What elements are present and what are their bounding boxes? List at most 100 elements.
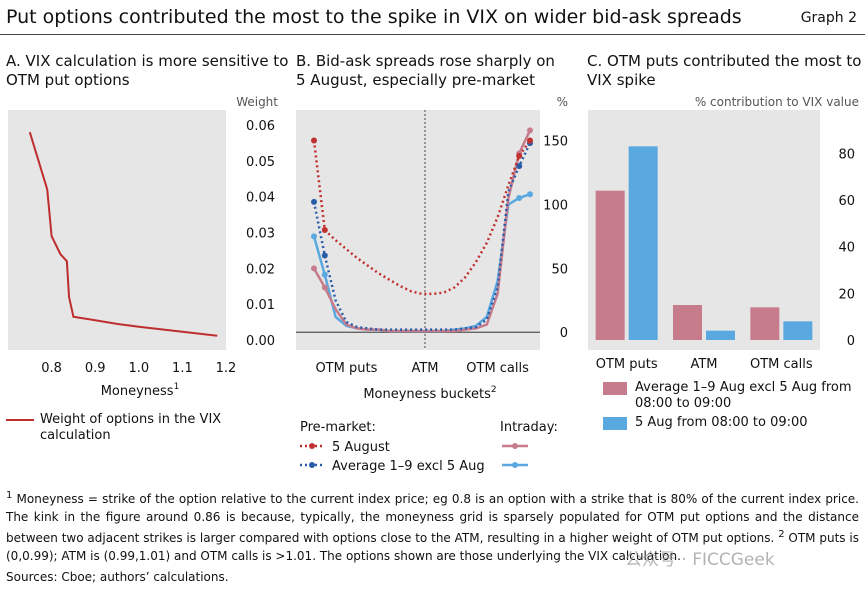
panel-b-xtick-label: ATM xyxy=(411,361,438,376)
panel-b-line-intraday-5aug xyxy=(312,129,532,333)
panel-b-title: B. Bid-ask spreads rose sharply on 5 Aug… xyxy=(296,52,555,90)
panel-c-title-line1: C. OTM puts contributed the most to xyxy=(587,52,862,70)
panel-a-legend: Weight of options in the VIX calculation xyxy=(6,412,240,444)
panel-b-ylabel: % xyxy=(557,95,568,109)
panel-a-xtick-label: 1.1 xyxy=(172,361,193,376)
panel-a-xtick-label: 0.9 xyxy=(85,361,106,376)
panel-a-weight-line xyxy=(28,131,218,337)
panel-b-title-line1: B. Bid-ask spreads rose sharply on xyxy=(296,52,555,70)
panel-b-point-premarket-avg xyxy=(516,163,523,170)
panel-c-category-label: OTM puts xyxy=(596,357,658,372)
panel-b-point-premarket-avg xyxy=(311,198,317,205)
panel-c-category-label: ATM xyxy=(690,357,717,372)
panel-a-ytick-label: 0.03 xyxy=(246,227,275,242)
panel-b-xlabel: Moneyness buckets2 xyxy=(363,385,496,402)
panel-c-chart: 0 20 40 60 80 % contribution to VIX value OTM … xyxy=(588,95,859,372)
panel-b-point-intraday-5aug xyxy=(311,265,317,272)
panel-a-title-line2: OTM put options xyxy=(6,71,130,89)
panel-b-point-premarket-5aug xyxy=(321,227,328,233)
panel-a-ytick-label: 0.02 xyxy=(246,262,275,277)
panel-c-ytick-label: 60 xyxy=(838,194,855,209)
panel-b-chart: 0 50 100 150% OTM puts ATM OTM calls Moneyness … xyxy=(296,95,568,402)
panel-b-ytick-label: 150 xyxy=(543,135,568,150)
footnote-text-2: OTM puts is (0,0.99); ATM is (0.99,1.01)… xyxy=(6,531,859,563)
legend-line-swatch xyxy=(6,419,34,421)
panel-a-ytick-label: 0.00 xyxy=(246,334,275,349)
title-rule xyxy=(0,34,865,35)
legend-premarket-5aug-marker xyxy=(309,443,315,449)
panel-a-xtick-label: 0.8 xyxy=(41,361,62,376)
panel-b-ytick-label: 100 xyxy=(543,198,568,213)
legend-premarket-avg-marker xyxy=(309,462,315,468)
watermark: 公众号 · FICCGeek xyxy=(625,550,775,570)
panel-c-bar-avg xyxy=(673,305,702,340)
legend-a-label: Weight of options in the VIX calculation xyxy=(40,412,222,443)
legend-premarket-title: Pre-market: xyxy=(300,420,376,435)
panel-c-bar-avg xyxy=(750,307,780,340)
panel-a-ytick-label: 0.06 xyxy=(246,119,275,134)
panel-b-xtick-label: OTM calls xyxy=(466,361,529,376)
panel-a-title-line1: A. VIX calculation is more sensitive to xyxy=(6,52,289,70)
panel-b-point-intraday-5aug xyxy=(527,127,533,134)
legend-series2-label: Average 1–9 excl 5 Aug xyxy=(332,459,485,474)
panel-a-title: A. VIX calculation is more sensitive to … xyxy=(6,52,288,90)
panel-b-point-intraday-avg xyxy=(527,191,533,198)
legend-intraday-5aug-marker xyxy=(512,443,518,449)
legend-c-swatch-avg xyxy=(603,382,627,395)
legend-c-series1-line2: 08:00 to 09:00 xyxy=(635,396,732,411)
legend-c-swatch-5aug xyxy=(603,417,627,430)
legend-intraday-title: Intraday: xyxy=(500,420,558,435)
footnote-marker-2: 2 xyxy=(778,529,785,540)
panel-b-point-intraday-5aug xyxy=(321,284,328,291)
legend-c-series2-label: 5 Aug from 08:00 to 09:00 xyxy=(635,415,808,430)
panel-b-point-intraday-avg xyxy=(311,233,317,240)
panel-c-bar-5aug xyxy=(628,146,658,340)
panel-b-title-line2: 5 August, especially pre-market xyxy=(296,71,535,89)
graph-number: Graph 2 xyxy=(800,10,857,26)
panel-c-ytick-label: 0 xyxy=(847,334,855,349)
footnote: 1 Moneyness = strike of the option relat… xyxy=(6,487,859,565)
panel-c-title: C. OTM puts contributed the most to VIX … xyxy=(587,52,861,90)
legend-b-markers xyxy=(300,443,528,468)
chart-title: Put options contributed the most to the … xyxy=(6,6,742,28)
panel-a-ylabel: Weight xyxy=(236,95,278,109)
panel-b-point-intraday-avg xyxy=(321,271,328,278)
panel-c-ytick-label: 20 xyxy=(838,287,855,302)
panel-c-category-label: OTM calls xyxy=(750,357,813,372)
panel-b-xtick-label: OTM puts xyxy=(315,361,377,376)
panel-a-xtick-label: 1.0 xyxy=(128,361,149,376)
panel-c-legend: Average 1–9 Aug excl 5 Aug from 08:00 to … xyxy=(603,380,852,431)
panel-b-point-intraday-avg xyxy=(516,195,523,202)
panel-a-xlabel: Moneyness1 xyxy=(101,382,180,399)
panel-a-ytick-label: 0.05 xyxy=(246,155,275,170)
panel-a-plot-area xyxy=(8,110,226,350)
panel-b-line-premarket-5aug xyxy=(312,139,532,296)
panel-a-chart: 0.00 0.01 0.02 0.03 0.04 0.05 0.06 0.8 0.9 1.0 1.1… xyxy=(8,95,278,399)
panel-a-xtick-label: 1.2 xyxy=(216,361,237,376)
footnote-text-1: Moneyness = strike of the option relativ… xyxy=(6,492,859,545)
panel-c-bar-avg xyxy=(595,190,625,340)
panel-c-ylabel: % contribution to VIX value xyxy=(695,95,859,109)
panel-b-xlabel-sup: 2 xyxy=(491,385,497,395)
panel-c-bar-5aug xyxy=(783,321,813,340)
panel-b-point-premarket-5aug xyxy=(516,152,523,159)
panel-b-legend: Pre-market: Intraday: 5 August Average 1… xyxy=(296,420,566,476)
legend-c-series1-line1: Average 1–9 Aug excl 5 Aug from xyxy=(635,380,852,395)
panel-c-title-line2: VIX spike xyxy=(587,71,656,89)
panel-b-ytick-label: 50 xyxy=(551,262,568,277)
panel-a-ytick-label: 0.04 xyxy=(246,191,275,206)
legend-c-series1-label: Average 1–9 Aug excl 5 Aug from 08:00 to … xyxy=(635,380,852,412)
panel-b-line-premarket-avg xyxy=(312,142,532,331)
legend-series1-label: 5 August xyxy=(332,440,390,455)
footnote-marker-1: 1 xyxy=(6,490,13,501)
legend-intraday-avg-marker xyxy=(512,462,518,468)
panel-b-point-premarket-5aug xyxy=(311,137,317,144)
sources: Sources: Cboe; authors’ calculations. xyxy=(6,570,229,584)
panel-a-xlabel-sup: 1 xyxy=(174,382,180,392)
panel-b-point-premarket-5aug xyxy=(527,137,533,144)
panel-c-bar-5aug xyxy=(706,330,735,340)
panel-b-ytick-label: 0 xyxy=(560,326,568,341)
panel-b-point-premarket-avg xyxy=(321,252,328,259)
panel-a-ytick-label: 0.01 xyxy=(246,298,275,313)
panel-c-ytick-label: 80 xyxy=(838,147,855,162)
